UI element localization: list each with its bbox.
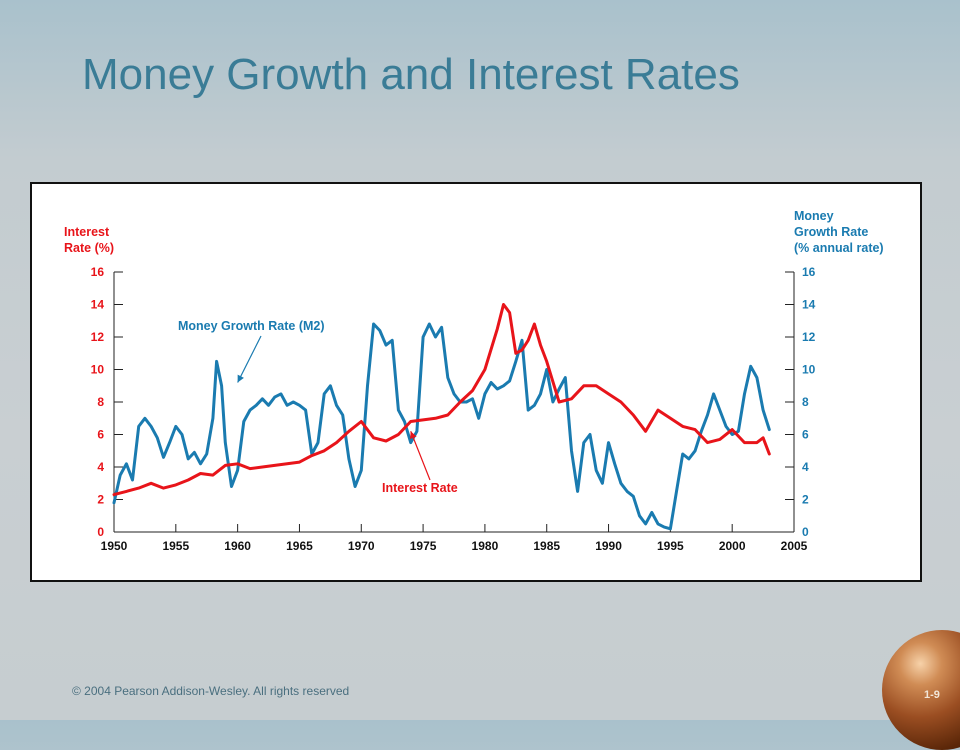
money-annotation-arrow (237, 335, 262, 383)
slide-title: Money Growth and Interest Rates (82, 50, 740, 99)
money-annotation-label: Money Growth Rate (M2) (178, 319, 325, 333)
x-tick-label: 1965 (286, 539, 313, 553)
right-tick-label: 0 (802, 525, 809, 539)
money-annotation-arrowhead (237, 374, 244, 383)
interest-rate-line (112, 303, 771, 497)
x-tick-label: 1970 (348, 539, 375, 553)
left-tick-label: 0 (97, 525, 104, 539)
x-tick-label: 1960 (224, 539, 251, 553)
interest-annotation-arrowhead (410, 431, 417, 440)
left-tick-label: 6 (97, 428, 104, 442)
x-tick-label: 2000 (719, 539, 746, 553)
left-axis-label: Interest Rate (%) (64, 225, 114, 255)
left-tick-label: 10 (91, 363, 105, 377)
left-tick-label: 16 (91, 265, 105, 279)
right-tick-label: 2 (802, 493, 809, 507)
right-tick-label: 4 (802, 460, 809, 474)
left-axis-label-line: Rate (%) (64, 241, 114, 255)
decorative-orb (882, 630, 960, 750)
left-tick-label: 8 (97, 395, 104, 409)
right-tick-label: 12 (802, 330, 816, 344)
left-axis-label-line: Interest (64, 225, 110, 239)
x-tick-label: 1980 (472, 539, 499, 553)
x-tick-label: 1950 (101, 539, 128, 553)
left-tick-label: 12 (91, 330, 105, 344)
line-chart: Interest Rate (%) Money Growth Rate (% annu… (64, 209, 884, 553)
x-tick-label: 1995 (657, 539, 684, 553)
right-tick-label: 14 (802, 298, 816, 312)
right-tick-label: 6 (802, 428, 809, 442)
x-tick-label: 1990 (595, 539, 622, 553)
right-tick-label: 16 (802, 265, 816, 279)
right-axis-label: Money Growth Rate (% annual rate) (794, 209, 884, 255)
right-axis-label-line: Growth Rate (794, 225, 868, 239)
x-tick-label: 2005 (781, 539, 808, 553)
interest-annotation-arrow (410, 431, 431, 481)
annotations: Money Growth Rate (M2) Interest Rate (178, 319, 458, 495)
left-tick-label: 4 (97, 460, 104, 474)
left-tick-label: 2 (97, 493, 104, 507)
money-growth-line (112, 322, 771, 531)
x-tick-label: 1985 (533, 539, 560, 553)
slide-number: 1-9 (924, 689, 940, 701)
axis-ticks: 0 0 2 2 4 4 6 6 8 8 10 10 12 12 14 14 16 16 1950 1955 1960 19… (91, 265, 816, 553)
x-tick-label: 1975 (410, 539, 437, 553)
interest-annotation-label: Interest Rate (382, 481, 458, 495)
right-axis-label-line: Money (794, 209, 834, 223)
series-lines (112, 303, 771, 531)
chart-frame: Interest Rate (%) Money Growth Rate (% annu… (30, 182, 922, 582)
x-tick-label: 1955 (162, 539, 189, 553)
right-tick-label: 10 (802, 363, 816, 377)
copyright-footer: © 2004 Pearson Addison-Wesley. All right… (72, 684, 350, 698)
left-tick-label: 14 (91, 298, 105, 312)
right-axis-label-line: (% annual rate) (794, 241, 884, 255)
right-tick-label: 8 (802, 395, 809, 409)
